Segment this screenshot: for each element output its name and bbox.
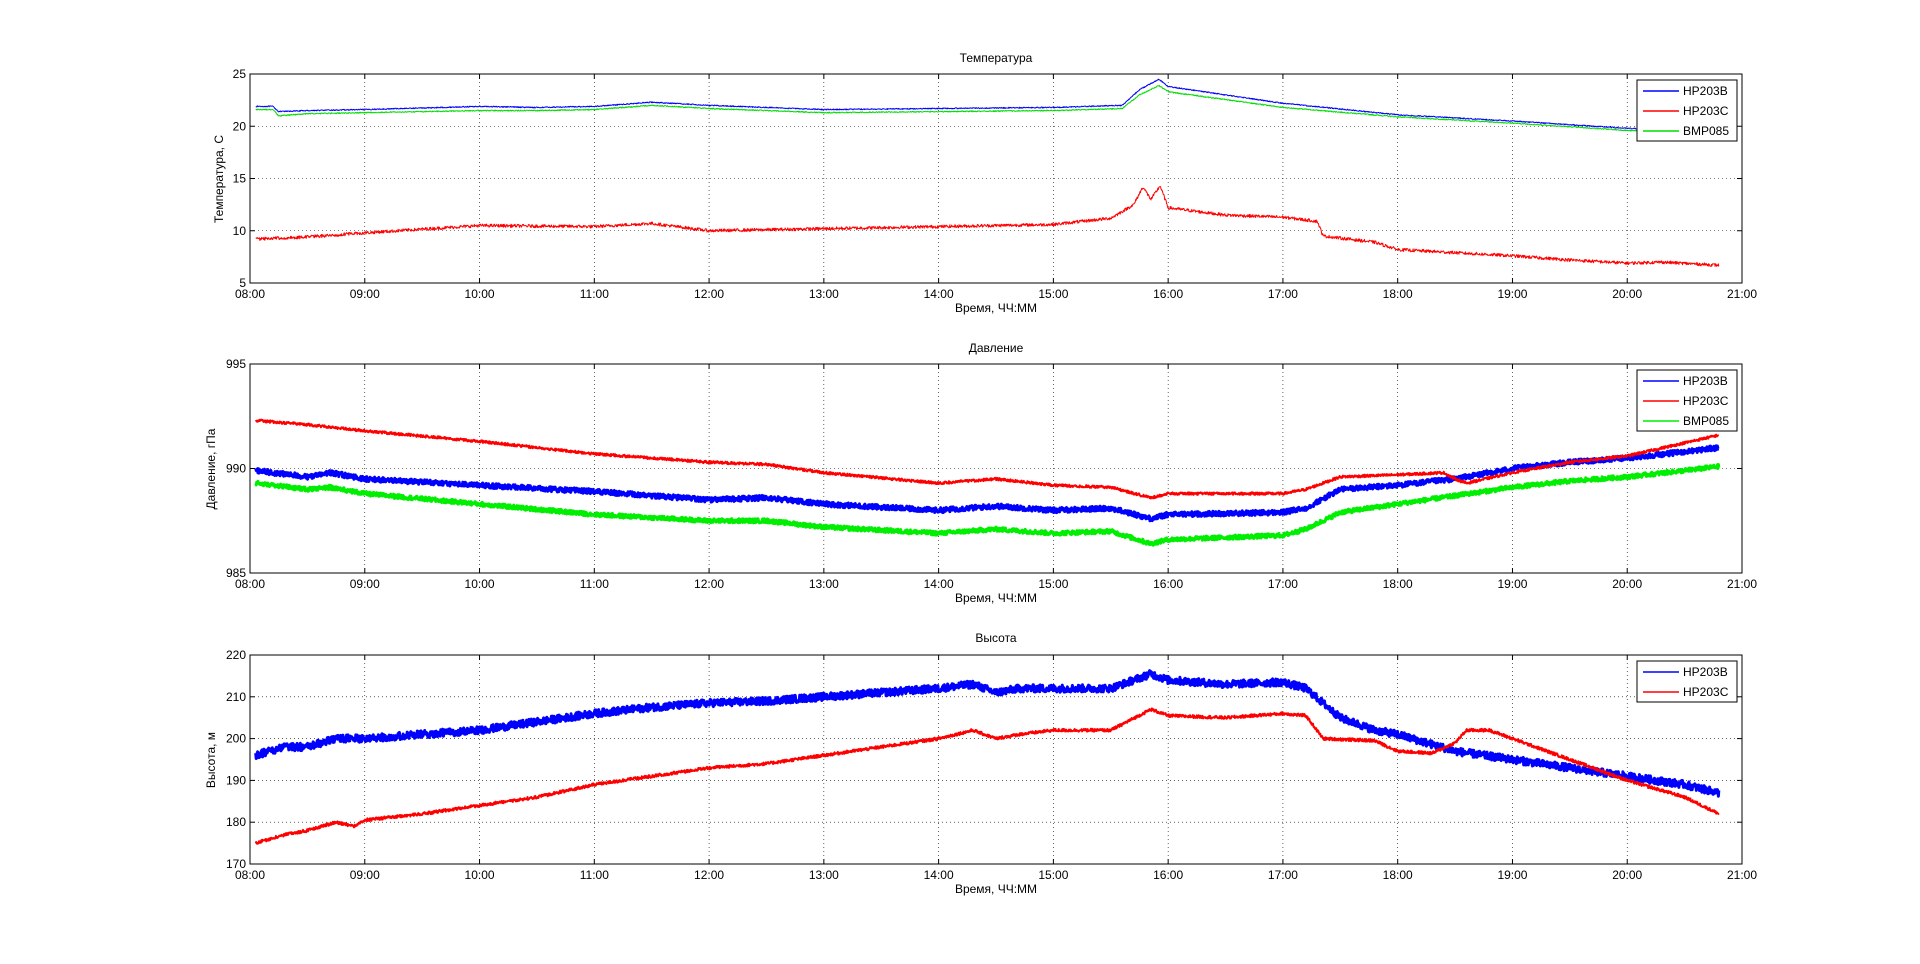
altitude-series-hp203c [254,707,1720,845]
temperature-ticks: 08:00 09:00 10:00 11:00 12:00 13:00 14:00 15:00… [233,67,1758,301]
altitude-x-tick-label: 21:00 [1727,868,1757,882]
altitude-x-tick-label: 16:00 [1153,868,1183,882]
temperature-series-hp203c [255,186,1720,267]
pressure-x-tick-label: 12:00 [694,577,724,591]
altitude-x-tick-label: 19:00 [1497,868,1527,882]
altitude-x-tick-label: 20:00 [1612,868,1642,882]
altitude-x-tick-label: 13:00 [809,868,839,882]
altitude-series [254,669,1721,845]
pressure-legend-label-hp203b: HP203B [1683,374,1728,388]
altitude-legend-label-hp203b: HP203B [1683,665,1728,679]
altitude-y-tick-label: 200 [226,732,246,746]
pressure-series-hp203b [254,444,1720,523]
pressure-legend-label-bmp085: BMP085 [1683,414,1729,428]
temperature-legend-label-hp203c: HP203C [1683,104,1729,118]
altitude-legend: HP203B HP203C [1636,660,1738,703]
altitude-legend-box [1636,660,1738,703]
temperature-x-tick-label: 13:00 [809,287,839,301]
pressure-x-tick-label: 15:00 [1038,577,1068,591]
temperature-series-hp203b [255,78,1662,131]
pressure-y-tick-label: 995 [226,357,246,371]
temperature-y-tick-label: 10 [233,224,247,238]
temperature-x-tick-label: 21:00 [1727,287,1757,301]
temperature-y-tick-label: 25 [233,67,247,81]
temperature-x-tick-label: 18:00 [1383,287,1413,301]
pressure-x-tick-label: 21:00 [1727,577,1757,591]
altitude-title: Высота [975,631,1017,645]
temperature-grid [250,74,1742,283]
temperature-y-tick-label: 5 [239,276,246,290]
altitude-y-tick-label: 190 [226,773,246,787]
temperature-x-tick-label: 15:00 [1038,287,1068,301]
altitude-x-tick-label: 10:00 [465,868,495,882]
altitude-series-hp203b [254,669,1721,798]
pressure-x-tick-label: 11:00 [580,577,609,591]
temperature-legend-label-bmp085: BMP085 [1683,124,1729,138]
temperature-x-tick-label: 10:00 [465,287,495,301]
pressure-y-tick-label: 985 [226,566,246,580]
altitude-y-tick-label: 210 [226,690,246,704]
temperature-series-bmp085 [255,84,1662,133]
altitude-x-tick-label: 18:00 [1383,868,1413,882]
pressure-y-tick-label: 990 [226,462,246,476]
pressure-x-axis-label: Время, ЧЧ:ММ [955,591,1037,605]
altitude-y-tick-label: 170 [226,857,246,871]
temperature-x-tick-label: 17:00 [1268,287,1298,301]
altitude-plot: 08:00 09:00 10:00 11:00 12:00 13:00 14:00 15:00… [204,631,1757,896]
temperature-series [255,78,1720,267]
pressure-x-tick-label: 10:00 [465,577,495,591]
temperature-legend-label-hp203b: HP203B [1683,84,1728,98]
altitude-x-tick-label: 15:00 [1038,868,1068,882]
pressure-plot: 08:00 09:00 10:00 11:00 12:00 13:00 14:00 15:00… [204,341,1757,605]
pressure-series-hp203c [254,418,1720,500]
pressure-ticks: 08:00 09:00 10:00 11:00 12:00 13:00 14:00 15:00… [226,357,1757,591]
altitude-y-axis-label: Высота, м [204,732,218,788]
temperature-title: Температура [960,51,1033,65]
pressure-legend: HP203B HP203C BMP085 [1636,369,1738,432]
altitude-x-tick-label: 12:00 [694,868,724,882]
altitude-legend-label-hp203c: HP203C [1683,685,1729,699]
pressure-x-tick-label: 20:00 [1612,577,1642,591]
temperature-x-axis-label: Время, ЧЧ:ММ [955,301,1037,315]
temperature-y-tick-label: 15 [233,172,247,186]
pressure-series-bmp085 [254,463,1721,547]
pressure-x-tick-label: 08:00 [235,577,265,591]
temperature-x-tick-label: 11:00 [580,287,609,301]
pressure-grid [250,364,1742,573]
altitude-x-axis-label: Время, ЧЧ:ММ [955,882,1037,896]
temperature-x-tick-label: 12:00 [694,287,724,301]
pressure-x-tick-label: 19:00 [1497,577,1527,591]
temperature-y-tick-label: 20 [233,119,247,133]
pressure-series [254,418,1721,547]
pressure-x-tick-label: 16:00 [1153,577,1183,591]
temperature-legend: HP203B HP203C BMP085 [1636,79,1738,142]
temperature-x-tick-label: 16:00 [1153,287,1183,301]
pressure-title: Давление [969,341,1024,355]
altitude-x-tick-label: 17:00 [1268,868,1298,882]
pressure-x-tick-label: 14:00 [924,577,954,591]
altitude-x-tick-label: 08:00 [235,868,265,882]
temperature-x-tick-label: 20:00 [1612,287,1642,301]
temperature-x-tick-label: 09:00 [350,287,380,301]
temperature-x-tick-label: 19:00 [1497,287,1527,301]
temperature-x-tick-label: 14:00 [924,287,954,301]
pressure-x-tick-label: 13:00 [809,577,839,591]
pressure-x-tick-label: 17:00 [1268,577,1298,591]
temperature-plot: 08:00 09:00 10:00 11:00 12:00 13:00 14:00 15:00… [212,51,1757,315]
pressure-x-tick-label: 18:00 [1383,577,1413,591]
pressure-y-axis-label: Давление, гПа [204,428,218,509]
altitude-x-tick-label: 09:00 [350,868,380,882]
temperature-y-axis-label: Температура, С [212,135,226,223]
pressure-legend-label-hp203c: HP203C [1683,394,1729,408]
temperature-x-tick-label: 08:00 [235,287,265,301]
pressure-x-tick-label: 09:00 [350,577,380,591]
altitude-y-tick-label: 220 [226,648,246,662]
altitude-ticks: 08:00 09:00 10:00 11:00 12:00 13:00 14:00 15:00… [226,648,1757,882]
altitude-y-tick-label: 180 [226,815,246,829]
altitude-x-tick-label: 14:00 [924,868,954,882]
altitude-x-tick-label: 11:00 [580,868,609,882]
